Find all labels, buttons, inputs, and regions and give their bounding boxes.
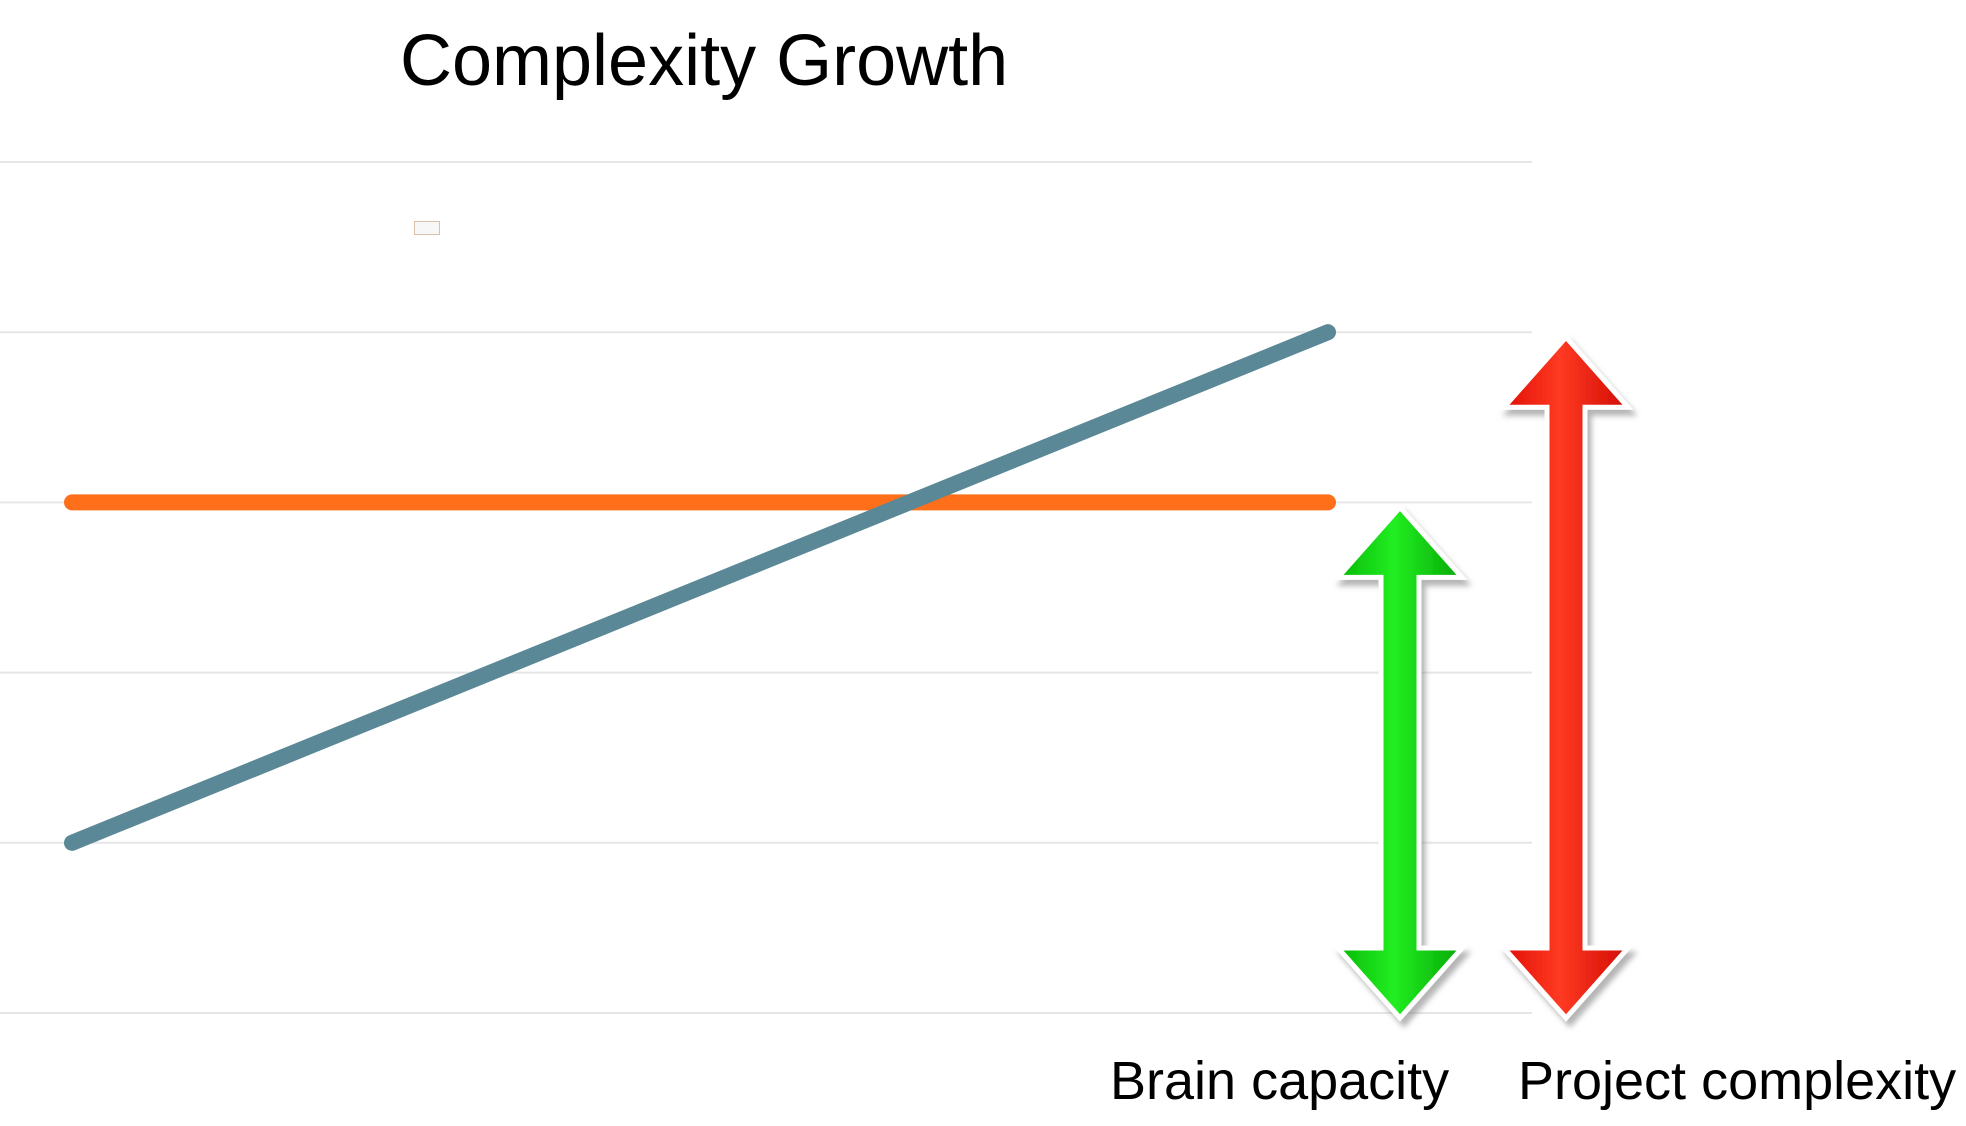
- project-complexity-label: Project complexity: [1518, 1051, 1957, 1111]
- project-complexity-arrow: [1498, 333, 1634, 1022]
- rising-series-line: [64, 324, 1336, 851]
- brain-capacity-label: Brain capacity: [1110, 1051, 1450, 1111]
- chart-title: Complexity Growth: [400, 21, 1009, 101]
- brain-capacity-arrow: [1332, 503, 1468, 1022]
- embedded-object-icon: [414, 221, 440, 235]
